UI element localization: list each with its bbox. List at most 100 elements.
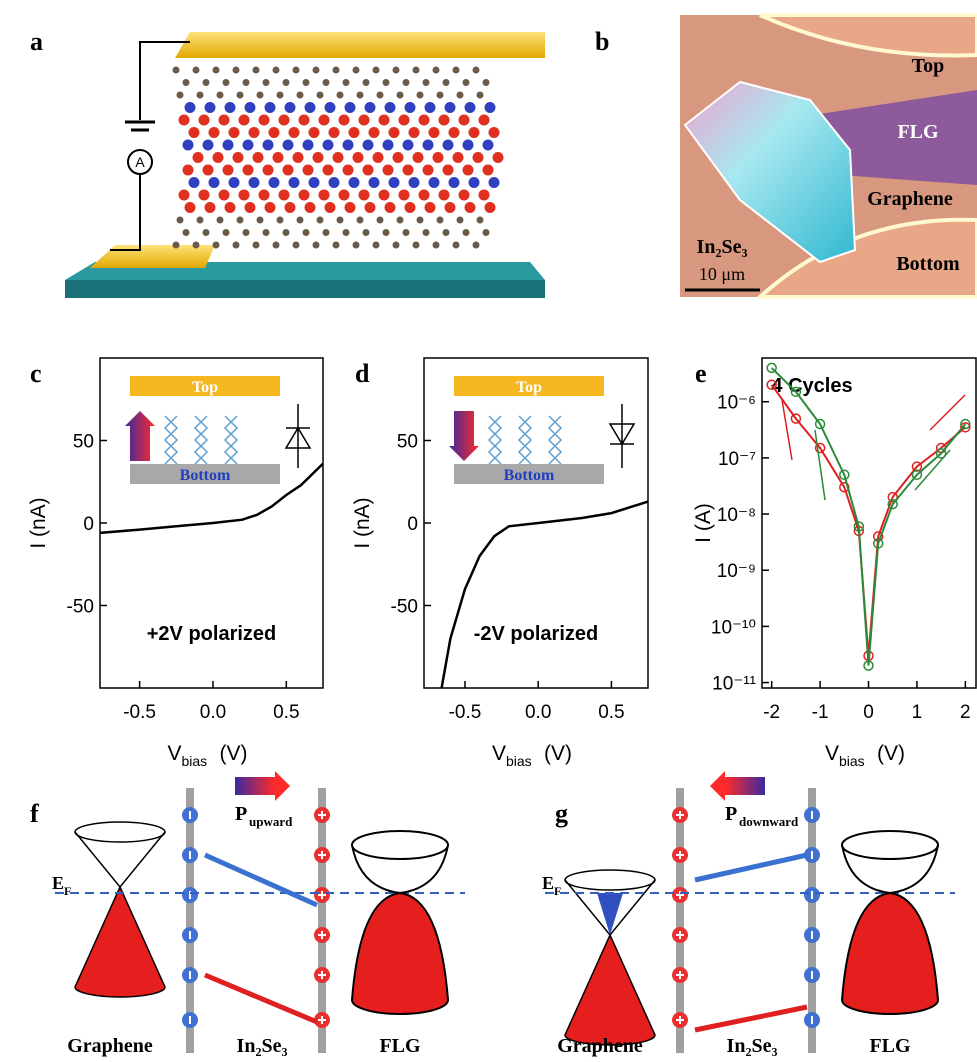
atom — [199, 115, 210, 126]
atom — [465, 202, 476, 213]
band-edge-vb — [205, 975, 317, 1022]
x-axis-label-sub: bias — [839, 753, 865, 769]
atom — [483, 140, 494, 151]
atom — [339, 115, 350, 126]
atom — [297, 217, 304, 224]
atom — [443, 79, 450, 86]
atom — [409, 127, 420, 138]
atom — [345, 102, 356, 113]
x-axis-label-sub: bias — [182, 753, 208, 769]
atom — [217, 217, 224, 224]
atom — [303, 165, 314, 176]
atom — [313, 242, 320, 249]
atom — [289, 177, 300, 188]
x-tick-label: 0.5 — [598, 702, 624, 723]
atom — [223, 140, 234, 151]
atom — [265, 202, 276, 213]
atom — [213, 242, 220, 249]
atom — [453, 152, 464, 163]
atom — [377, 217, 384, 224]
atom — [359, 115, 370, 126]
atom — [183, 229, 190, 236]
atom — [483, 229, 490, 236]
atom — [329, 127, 340, 138]
atom — [193, 242, 200, 249]
atom — [177, 217, 184, 224]
atom — [413, 67, 420, 74]
atom — [219, 115, 230, 126]
atom — [443, 229, 450, 236]
atom — [425, 202, 436, 213]
atom — [379, 115, 390, 126]
flg-lower — [352, 893, 448, 1014]
atom — [313, 152, 324, 163]
p-arrow-head — [275, 771, 290, 801]
atom — [293, 242, 300, 249]
y-tick-label: 10⁻¹¹ — [712, 674, 756, 695]
atom — [263, 165, 274, 176]
atom — [423, 229, 430, 236]
atom — [473, 242, 480, 249]
micrograph-label: Bottom — [896, 253, 960, 275]
atom — [173, 242, 180, 249]
x-tick-label: 0.0 — [200, 702, 226, 723]
atom — [417, 92, 424, 99]
atom — [233, 152, 244, 163]
atom — [477, 92, 484, 99]
y-tick-label: 50 — [397, 432, 418, 453]
plot-area — [442, 502, 648, 688]
atom — [209, 127, 220, 138]
atom — [403, 79, 410, 86]
atom — [343, 165, 354, 176]
atom — [457, 217, 464, 224]
atom — [309, 177, 320, 188]
x-tick-label: -0.5 — [123, 702, 156, 723]
atom — [249, 127, 260, 138]
atom — [343, 229, 350, 236]
atom — [197, 217, 204, 224]
ammeter-label: A — [135, 154, 145, 170]
atom — [185, 202, 196, 213]
atom — [283, 79, 290, 86]
x-axis-unit: (V) — [877, 742, 905, 765]
atom — [463, 165, 474, 176]
sweep-arrow — [815, 430, 825, 500]
y-tick-label: -50 — [391, 597, 418, 618]
atom — [273, 242, 280, 249]
atom — [463, 140, 474, 151]
atom — [263, 79, 270, 86]
atom — [323, 229, 330, 236]
atom — [337, 217, 344, 224]
x-tick-label: -2 — [763, 702, 780, 723]
atom — [253, 152, 264, 163]
atom — [353, 242, 360, 249]
micrograph-label: FLG — [897, 121, 939, 143]
atom — [385, 102, 396, 113]
cone-filled-upper — [597, 893, 623, 935]
sweep-arrow — [782, 400, 792, 460]
atom — [409, 177, 420, 188]
data-line — [772, 368, 966, 666]
atom — [303, 79, 310, 86]
top-electrode — [175, 32, 545, 58]
atom — [385, 202, 396, 213]
y-tick-label: 50 — [73, 432, 94, 453]
atom — [223, 229, 230, 236]
atom — [393, 242, 400, 249]
atom — [213, 152, 224, 163]
x-axis-label: V — [168, 742, 182, 765]
atom — [453, 67, 460, 74]
atom — [285, 202, 296, 213]
atom — [403, 140, 414, 151]
atom — [357, 217, 364, 224]
atom — [493, 152, 504, 163]
y-axis-label: I (nA) — [27, 497, 50, 548]
atom — [269, 127, 280, 138]
x-tick-label: -1 — [812, 702, 829, 723]
p-arrow — [235, 777, 275, 795]
atom — [283, 140, 294, 151]
atom — [379, 190, 390, 201]
atom — [369, 127, 380, 138]
atom — [417, 217, 424, 224]
atom — [183, 79, 190, 86]
